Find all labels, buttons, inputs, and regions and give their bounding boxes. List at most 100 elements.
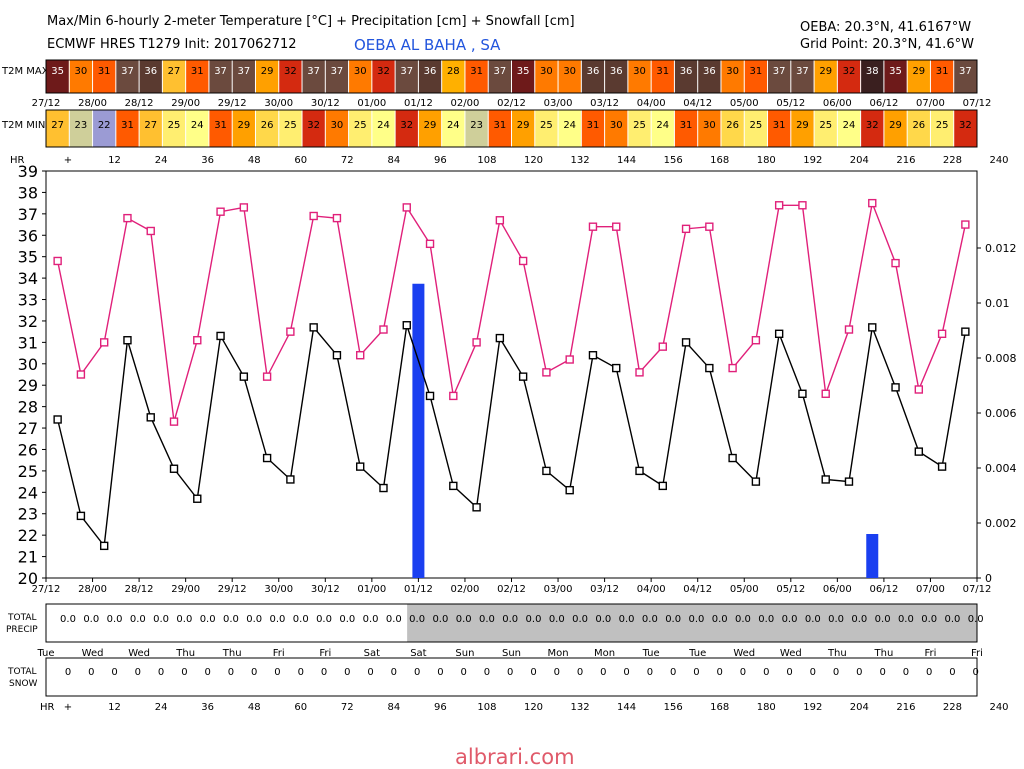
date-label-bottom: 02/12 [497, 584, 526, 595]
t2m-min-point [658, 481, 667, 491]
t2m-min-point [821, 475, 830, 484]
max-strip-value: 31 [191, 66, 204, 77]
day-label: Sun [502, 648, 521, 659]
station-coords: OEBA: 20.3°N, 41.6167°W [800, 20, 972, 35]
t2m-max-point [53, 256, 62, 266]
date-label-top: 06/12 [869, 98, 898, 109]
t2m-max-point [449, 391, 458, 401]
max-strip-cell [186, 60, 209, 93]
min-strip-cell [558, 110, 581, 147]
max-strip-value: 37 [121, 66, 134, 77]
max-strip-value: 37 [307, 66, 320, 77]
max-strip-value: 37 [400, 66, 413, 77]
min-strip-cell [674, 110, 698, 147]
snow-row-value: 0 [65, 667, 71, 678]
snow-row-value: 0 [833, 667, 839, 678]
hour-label-bottom: 60 [294, 702, 307, 713]
max-strip-value: 37 [773, 66, 786, 77]
t2m-max-line [56, 200, 967, 422]
snow-row-value: 0 [460, 667, 466, 678]
t2m-min-point [495, 333, 505, 343]
precip-row-value: 0.0 [83, 614, 99, 625]
day-label: Mon [548, 648, 569, 659]
t2m-max-point [239, 203, 249, 212]
min-strip-cell [418, 110, 442, 147]
min-strip-cell [395, 110, 418, 147]
snow-row-value: 0 [437, 667, 443, 678]
t2m-max-point [821, 389, 830, 398]
hour-label-top: 192 [803, 155, 822, 166]
max-strip-cell [535, 60, 558, 93]
day-label: Wed [82, 648, 104, 659]
y-tick-label-temp: 30 [18, 355, 38, 374]
hr-label-bottom: HR [40, 702, 55, 713]
hour-label-bottom: 156 [664, 702, 683, 713]
t2m-max-point [914, 385, 924, 394]
min-strip-cell [139, 110, 162, 147]
min-strip-cell [628, 110, 651, 147]
precip-row-value: 0.0 [549, 614, 565, 625]
max-strip-cell [139, 60, 162, 93]
y-tick-label-precip: 0.002 [985, 517, 1017, 530]
min-strip-cell [93, 110, 116, 147]
max-strip-value: 30 [726, 66, 739, 77]
snow-row-value: 0 [670, 667, 676, 678]
max-strip-cell [814, 60, 837, 93]
max-strip-value: 37 [796, 66, 809, 77]
min-strip-value: 24 [563, 120, 576, 131]
min-strip-value: 24 [447, 120, 460, 131]
y-tick-label-temp: 20 [18, 569, 38, 588]
t2m-max-point [216, 207, 225, 216]
snow-row-value: 0 [135, 667, 141, 678]
precip-row-value: 0.0 [805, 614, 821, 625]
t2m-min-point [169, 464, 179, 473]
t2m-max-point [286, 327, 295, 336]
t2m-max-point [891, 258, 900, 268]
t2m-min-point [193, 494, 202, 503]
y-tick-label-temp: 38 [18, 183, 38, 202]
snow-row-value: 0 [879, 667, 885, 678]
t2m-min-point [681, 338, 691, 347]
min-strip-value: 23 [470, 120, 483, 131]
hour-label-bottom: 216 [896, 702, 915, 713]
max-strip-value: 38 [866, 66, 879, 77]
precip-row-value: 0.0 [409, 614, 425, 625]
max-strip-cell [674, 60, 698, 93]
min-strip-cell [325, 110, 349, 147]
min-strip-value: 24 [191, 120, 204, 131]
max-strip-cell [907, 60, 930, 93]
y-tick-label-temp: 36 [18, 226, 38, 245]
min-strip-cell [162, 110, 186, 147]
hour-label-top: 132 [571, 155, 590, 166]
max-strip-cell [628, 60, 651, 93]
date-label-bottom: 07/12 [963, 584, 992, 595]
max-strip-cell [302, 60, 325, 93]
hour-label-top: 12 [108, 155, 121, 166]
precip-row-value: 0.0 [921, 614, 937, 625]
min-strip-cell [581, 110, 605, 147]
t2m-max-point [495, 216, 505, 225]
max-strip-cell [209, 60, 232, 93]
date-label-top: 28/12 [125, 98, 154, 109]
max-strip-cell [116, 60, 139, 93]
precip-row-value: 0.0 [619, 614, 635, 625]
precip-row-value: 0.0 [665, 614, 681, 625]
t2m-min-point [705, 363, 714, 373]
hour-label-top: 108 [477, 155, 496, 166]
day-label: Tue [642, 648, 660, 659]
location-name: OEBA AL BAHA , SA [354, 36, 501, 54]
min-strip-value: 25 [284, 120, 297, 131]
max-strip-value: 30 [354, 66, 367, 77]
date-label-top: 01/12 [404, 98, 433, 109]
t2m-max-point [309, 211, 318, 221]
max-strip-value: 31 [936, 66, 949, 77]
max-strip-frame [45, 59, 978, 94]
t2m-max-point [635, 368, 644, 377]
max-strip-cell [232, 60, 255, 93]
t2m-max-point [844, 325, 854, 334]
hour-label-top: 228 [943, 155, 962, 166]
hour-label-top: 204 [850, 155, 869, 166]
max-strip-value: 29 [819, 66, 832, 77]
date-label-top: 03/00 [544, 98, 573, 109]
min-strip-cell [512, 110, 535, 147]
